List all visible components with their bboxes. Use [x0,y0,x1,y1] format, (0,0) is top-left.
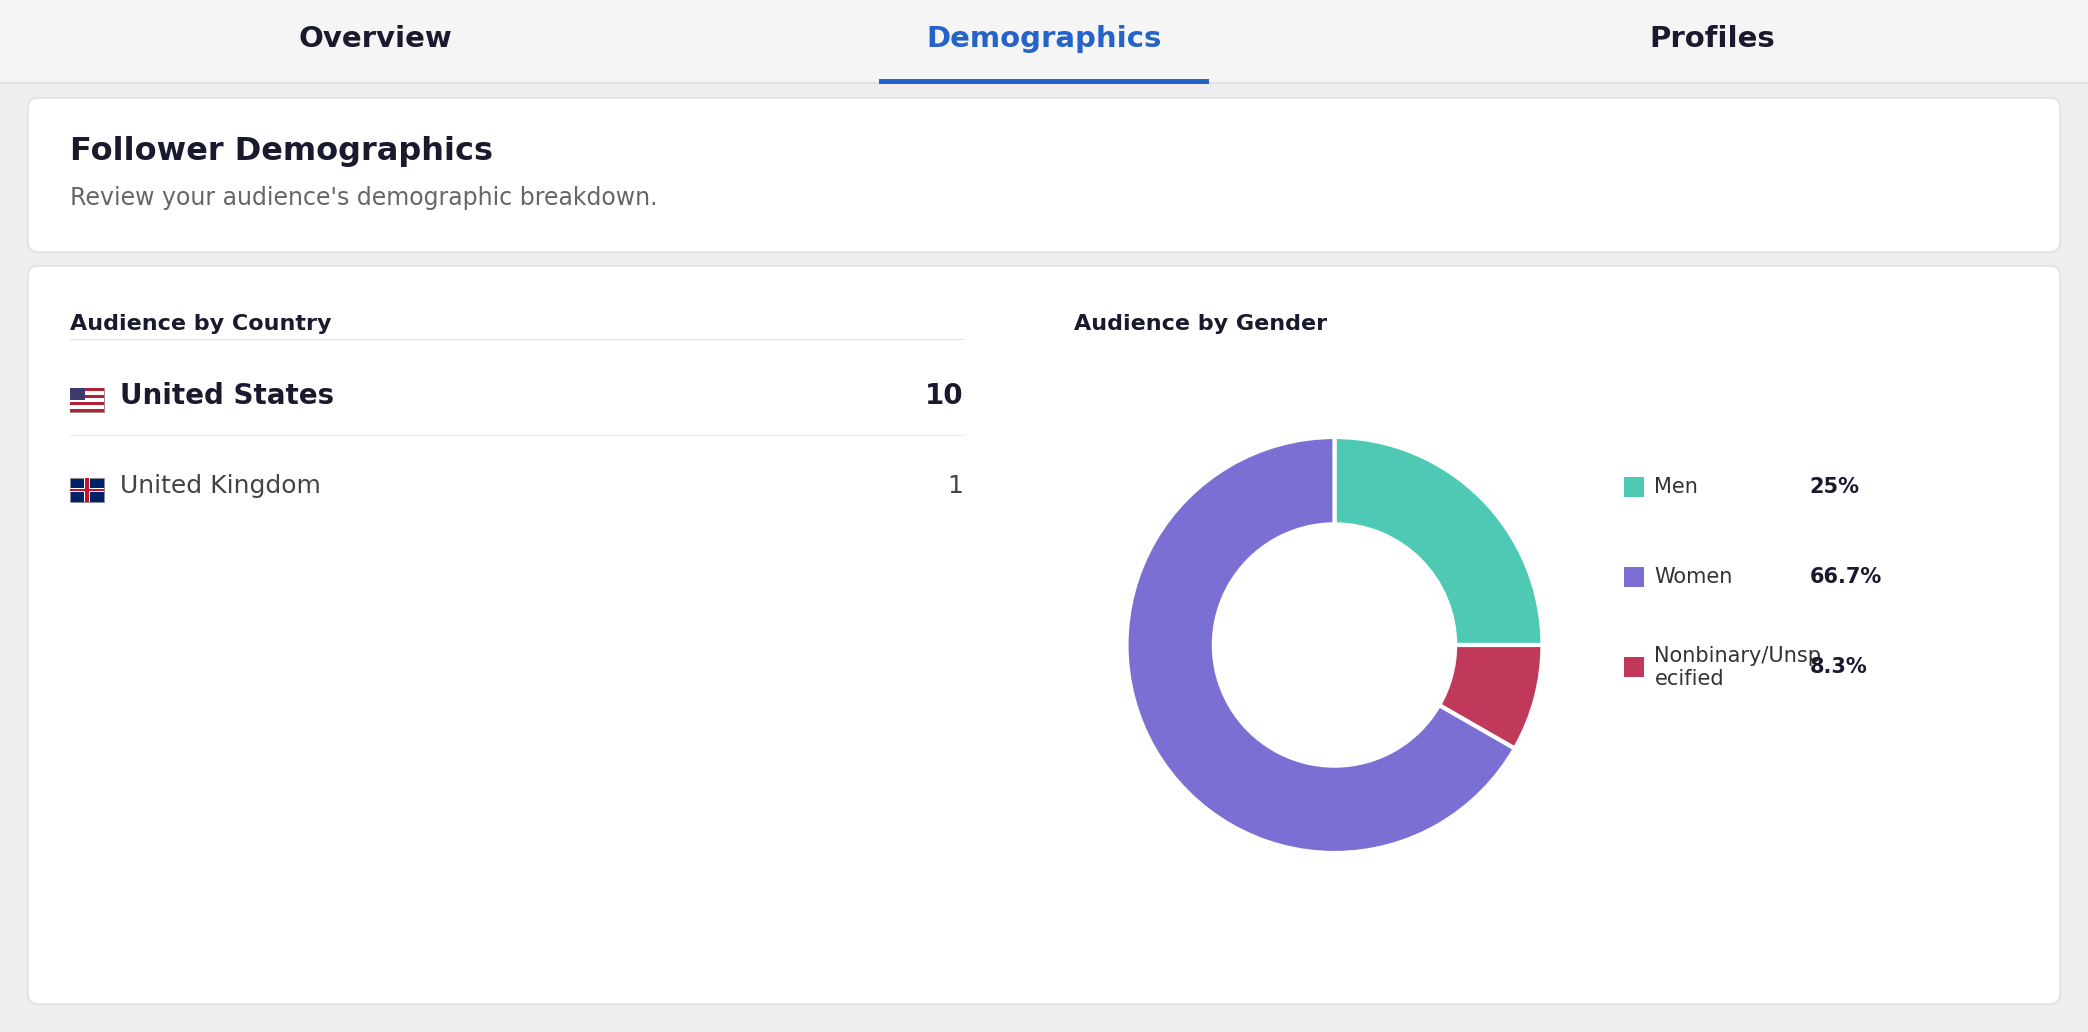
Wedge shape [1128,437,1514,853]
Bar [0,82,2088,84]
FancyBboxPatch shape [27,266,2061,1004]
Bar [71,488,104,492]
Text: 8.3%: 8.3% [1810,657,1867,677]
Bar [1624,478,1645,497]
Wedge shape [1334,437,1543,645]
Bar [71,489,104,491]
Bar [86,478,90,502]
Bar [71,401,104,406]
Bar [71,388,86,400]
Text: 1: 1 [948,474,963,498]
Text: Nonbinary/Unsp
ecified: Nonbinary/Unsp ecified [1654,646,1821,689]
Bar [1624,657,1645,677]
Bar [0,0,2088,82]
Bar [71,388,104,391]
FancyBboxPatch shape [27,98,2061,252]
Text: United Kingdom: United Kingdom [119,474,322,498]
Bar [71,409,104,412]
Text: Follower Demographics: Follower Demographics [71,136,493,167]
Text: Audience by Country: Audience by Country [71,314,332,334]
Text: 66.7%: 66.7% [1810,568,1881,587]
Text: Profiles: Profiles [1650,25,1775,53]
Bar [879,78,1209,84]
Wedge shape [1439,645,1543,748]
Text: Review your audience's demographic breakdown.: Review your audience's demographic break… [71,186,658,209]
Text: 10: 10 [925,382,963,410]
Bar [71,388,104,412]
Text: Men: Men [1654,478,1698,497]
Text: Audience by Gender: Audience by Gender [1075,314,1328,334]
Text: United States: United States [119,382,334,410]
Text: Women: Women [1654,568,1733,587]
Text: 25%: 25% [1810,478,1860,497]
Text: Overview: Overview [299,25,453,53]
Bar [1624,568,1645,587]
Bar [71,398,104,401]
Bar [71,391,104,395]
Bar [71,395,104,398]
Bar [71,406,104,409]
Text: Demographics: Demographics [927,25,1161,53]
Bar [71,478,104,502]
Bar [84,478,90,502]
